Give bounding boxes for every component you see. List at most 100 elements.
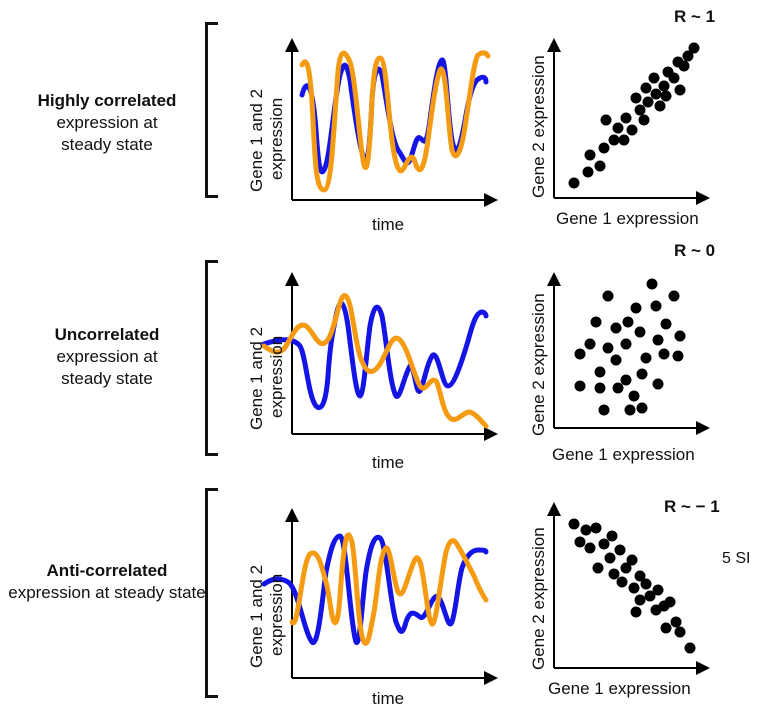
data-point	[668, 72, 680, 84]
timeseries-ylabel-line1: Gene 1 and 2	[247, 89, 266, 192]
x-axis-arrow	[484, 193, 498, 207]
data-point	[582, 166, 594, 178]
data-point	[614, 544, 626, 556]
data-point	[660, 318, 672, 330]
data-point	[598, 538, 610, 550]
data-point	[594, 382, 606, 394]
data-point	[634, 326, 646, 338]
data-point	[684, 642, 696, 654]
data-point	[600, 114, 612, 126]
data-point	[630, 606, 642, 618]
data-point	[610, 354, 622, 366]
data-point	[606, 530, 618, 542]
row-label: Anti-correlated expression at steady sta…	[0, 560, 214, 604]
left-bracket	[205, 22, 218, 198]
row-label: Uncorrelated expression at steady state	[0, 324, 214, 390]
data-point	[604, 552, 616, 564]
data-point	[658, 80, 670, 92]
data-point	[660, 90, 672, 102]
correlation-label: R ~ − 1	[664, 497, 720, 516]
data-point	[654, 100, 666, 112]
scatter-ylabel: Gene 2 expression	[529, 527, 548, 670]
data-point	[628, 582, 640, 594]
data-point	[608, 134, 620, 146]
left-bracket	[205, 260, 218, 456]
data-point	[574, 536, 586, 548]
data-point	[568, 177, 580, 189]
data-point	[648, 72, 660, 84]
timeseries-ylabel-line2: expression	[267, 336, 286, 418]
gene-1-series	[261, 533, 489, 645]
data-point	[620, 562, 632, 574]
data-point	[618, 134, 630, 146]
row-anti-correlated: Anti-correlated expression at steady sta…	[0, 472, 773, 708]
x-axis-arrow	[696, 661, 710, 675]
timeseries-ylabel-line1: Gene 1 and 2	[247, 565, 266, 668]
data-point	[652, 584, 664, 596]
x-axis-arrow	[696, 191, 710, 205]
data-point	[652, 378, 664, 390]
data-point	[650, 604, 662, 616]
row-label-rest: expression at steady state	[56, 113, 158, 154]
data-point	[640, 578, 652, 590]
row-plots: time Gene 1 and 2 expression	[247, 241, 715, 472]
data-point	[650, 300, 662, 312]
data-point	[626, 554, 638, 566]
timeseries-xlabel: time	[372, 215, 404, 234]
scatter-ylabel: Gene 2 expression	[529, 293, 548, 436]
data-point	[584, 149, 596, 161]
data-point	[630, 302, 642, 314]
timeseries-ylabel-line2: expression	[267, 574, 286, 656]
data-point	[640, 82, 652, 94]
timeseries-ylabel-line1: Gene 1 and 2	[247, 327, 266, 430]
data-point	[674, 626, 686, 638]
correlation-label: R ~ 1	[674, 7, 715, 26]
x-axis-arrow	[484, 427, 498, 441]
data-point	[658, 348, 670, 360]
data-point	[674, 84, 686, 96]
data-point	[688, 42, 700, 54]
timeseries-ylabel-line2: expression	[267, 98, 286, 180]
data-point	[598, 404, 610, 416]
data-point	[590, 522, 602, 534]
data-point	[620, 338, 632, 350]
timeseries-xlabel: time	[372, 689, 404, 708]
data-point	[644, 590, 656, 602]
row-label-rest: expression at steady state	[8, 583, 206, 602]
data-point	[598, 142, 610, 154]
data-point	[660, 622, 672, 634]
data-point	[638, 114, 650, 126]
data-point	[622, 316, 634, 328]
row-plots: time Gene 1 and 2 expression	[247, 497, 720, 708]
data-point	[668, 290, 680, 302]
data-point	[584, 338, 596, 350]
data-point	[674, 330, 686, 342]
scatter-xlabel: Gene 1 expression	[548, 679, 691, 698]
gene-2-series	[289, 532, 489, 646]
left-bracket	[205, 488, 218, 698]
data-point	[650, 88, 662, 100]
y-axis-arrow	[285, 508, 299, 522]
data-point	[608, 568, 620, 580]
data-point	[652, 334, 664, 346]
row-label-rest: expression at steady state	[56, 347, 158, 388]
scatter-plot: Gene 1 expression Gene 2 expression R ~ …	[529, 497, 720, 698]
data-point	[612, 122, 624, 134]
x-axis-arrow	[484, 671, 498, 685]
data-point	[626, 124, 638, 136]
x-axis-arrow	[696, 421, 710, 435]
data-point	[590, 316, 602, 328]
y-axis-arrow	[547, 502, 561, 516]
data-point	[602, 342, 614, 354]
scatter-plot: Gene 1 expression Gene 2 expression R ~ …	[529, 241, 715, 464]
data-point	[620, 112, 632, 124]
data-point	[682, 50, 694, 62]
data-point	[640, 352, 652, 364]
data-point	[610, 322, 622, 334]
data-point	[584, 542, 596, 554]
gene-2-series	[261, 293, 489, 429]
data-point	[568, 518, 580, 530]
data-point	[592, 562, 604, 574]
gene-2-series	[299, 50, 491, 193]
scatter-xlabel: Gene 1 expression	[556, 209, 699, 228]
